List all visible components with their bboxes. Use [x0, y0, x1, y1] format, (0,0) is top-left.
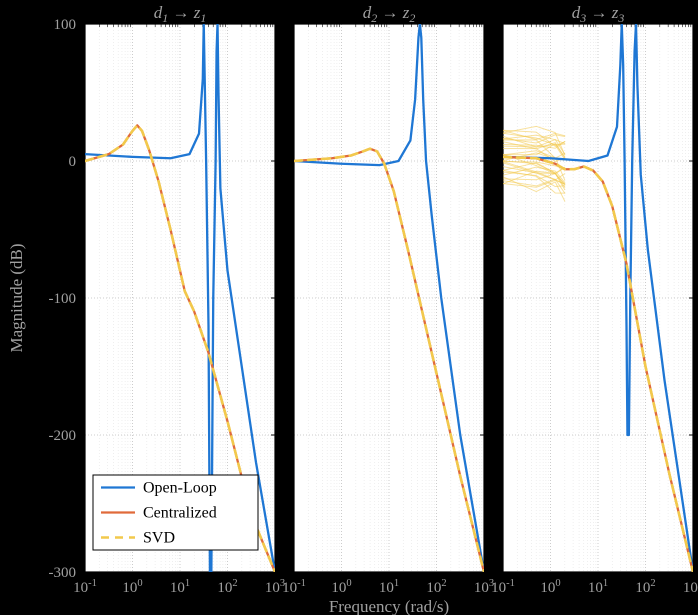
ytick-label: -100 — [49, 291, 77, 307]
xlabel: Frequency (rad/s) — [329, 597, 449, 615]
legend: Open-Loop Centralized SVD — [93, 475, 258, 550]
legend-label: Open-Loop — [143, 480, 217, 497]
bode-figure: 10-1100101102103-300-200-1000100d1 → z11… — [0, 0, 698, 615]
ytick-label: -200 — [49, 428, 77, 444]
ylabel: Magnitude (dB) — [7, 243, 26, 352]
ytick-label: -300 — [49, 565, 77, 581]
ytick-label: 0 — [69, 154, 77, 170]
legend-label: Centralized — [143, 505, 217, 522]
ytick-label: 100 — [54, 17, 77, 33]
legend-label: SVD — [143, 530, 175, 547]
panel-title: d2 → z2 — [363, 3, 416, 25]
panel-title: d3 → z3 — [572, 3, 625, 25]
panel-title: d1 → z1 — [154, 3, 207, 25]
xtick-label: 103 — [683, 578, 698, 596]
